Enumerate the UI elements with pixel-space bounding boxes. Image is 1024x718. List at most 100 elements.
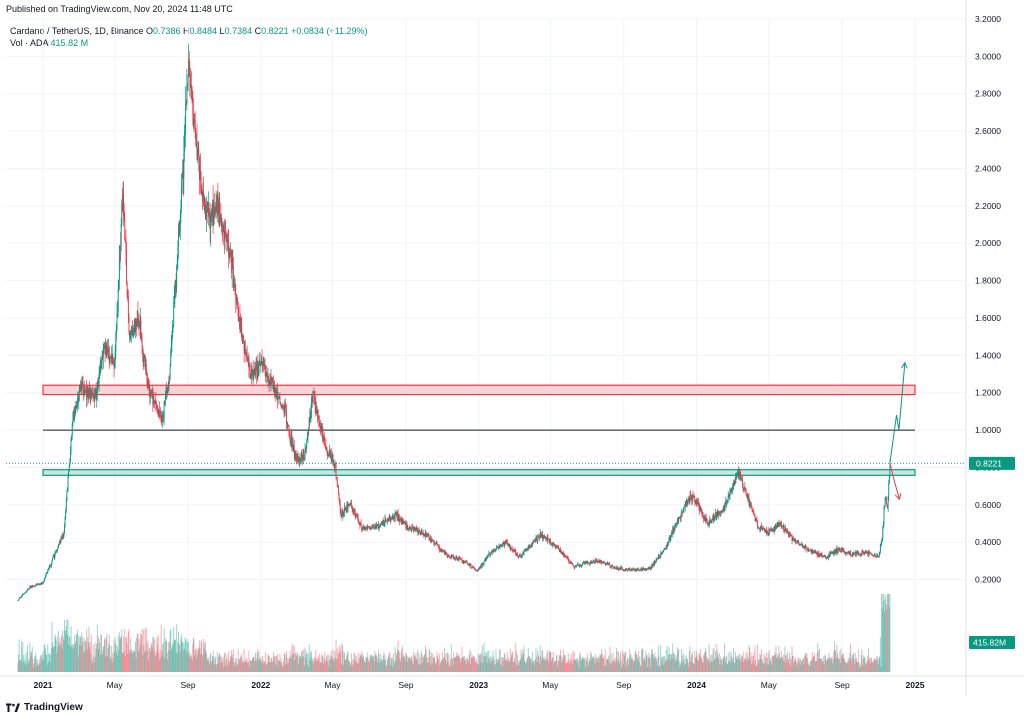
time-tick-label: 2023 [469,680,488,690]
volume-bar [33,663,35,672]
volume-bar [831,656,833,672]
candle-body [802,546,804,547]
current-price-badge [969,456,1015,470]
candle-body [535,537,537,541]
candle-body [158,409,160,416]
volume-bar [197,654,199,672]
candle-body [89,391,91,399]
candle-body [539,532,541,538]
volume-bar [868,660,870,672]
candle-body [859,554,860,556]
volume-bar [445,659,447,672]
candle-body [316,406,318,415]
candle-body [152,389,154,406]
candle-body [808,550,810,552]
volume-bar [384,654,386,672]
volume-bar [173,639,175,672]
volume-bar [524,661,526,672]
volume-bar [651,649,653,672]
volume-bar [115,643,117,672]
candle-body [203,191,205,205]
volume-bar [219,652,221,672]
volume-bar [44,644,46,672]
volume-bar [560,655,562,672]
volume-bar [422,662,424,672]
candle-body [187,76,189,87]
candle-body [87,393,89,399]
volume-bar [568,664,570,672]
volume-bar [231,654,233,672]
candle-body [563,552,564,556]
candle-body [28,588,30,590]
volume-bar [383,659,385,672]
candle-body [125,240,127,254]
volume-bar [68,636,70,672]
price-axis[interactable]: 3.20003.00002.80002.60002.40002.20002.00… [969,14,1015,649]
candle-body [346,504,348,510]
volume-bar [819,659,821,672]
volume-bar [204,643,206,672]
candle-body [743,487,745,490]
candle-body [329,452,331,456]
candle-body [446,553,447,555]
candle-body [263,364,265,367]
volume-bar [770,657,772,672]
candle-body [776,523,778,528]
volume-bar [679,666,681,672]
volume-bar [41,654,43,672]
candle-body [300,452,302,458]
volume-bar [161,650,163,672]
volume-bar [163,628,165,672]
candle-body [132,334,134,336]
candle-body [397,512,399,521]
volume-bar [535,648,537,672]
candle-body [114,351,116,364]
volume-bar [474,660,476,672]
volume-bar [371,656,373,672]
footer-brand[interactable]: TradingView [6,700,83,714]
volume-bar [620,666,622,672]
candle-body [320,425,322,430]
candle-body [639,569,641,571]
volume-bar [613,661,615,672]
candle-body [156,405,158,410]
candle-body [308,417,310,431]
time-axis[interactable]: 2021 May Sep 2022 May Sep 2023 May Sep 2024 May Sep… [34,680,925,690]
volume-bar [864,664,866,672]
volume-bar [234,666,236,672]
volume-bar [561,662,563,672]
candle-body [843,551,845,552]
volume-bar [145,627,147,672]
candle-body [31,585,33,588]
candle-body [477,568,479,571]
candle-body [870,553,872,555]
candle-body [457,558,459,560]
volume-bar [448,666,450,672]
volume-bar [541,651,543,672]
volume-bar [689,646,691,672]
candle-body [872,554,874,556]
candle-body [428,535,430,540]
candle-body [43,581,45,583]
candle-body [462,562,464,564]
candle-body [641,567,643,570]
volume-bar [878,659,880,672]
volume-bar [34,656,36,672]
legend-symbol[interactable]: Cardano / TetherUS, 1D, Binance [10,26,144,36]
candle-body [30,586,31,588]
candle-body [380,522,382,524]
volume-bar [241,653,243,672]
candle-body [64,525,65,534]
volume-bar [761,649,763,672]
volume-bar [294,652,296,672]
candle-body [709,520,711,522]
legend-volume-label[interactable]: Vol · ADA [10,38,49,48]
candle-body [613,567,615,569]
candle-body [177,246,179,260]
volume-bar [366,657,368,672]
candle-body [660,552,662,557]
volume-bar [122,653,124,672]
candle-body [332,455,333,458]
candle-body [234,284,236,286]
